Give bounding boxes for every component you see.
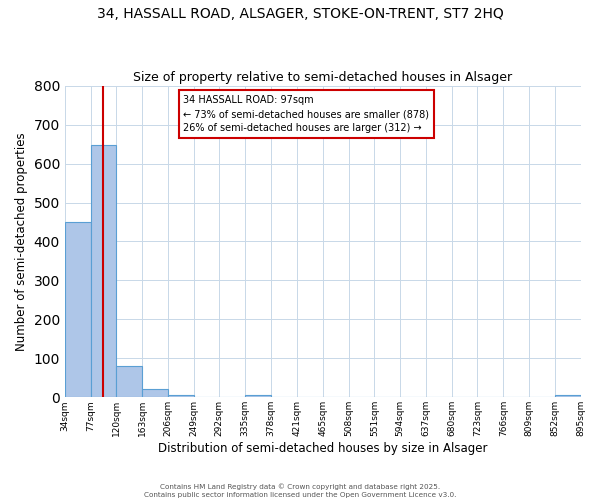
Bar xyxy=(116,366,142,398)
Bar xyxy=(168,396,194,398)
Text: 34 HASSALL ROAD: 97sqm
← 73% of semi-detached houses are smaller (878)
26% of se: 34 HASSALL ROAD: 97sqm ← 73% of semi-det… xyxy=(184,95,430,133)
Bar xyxy=(245,396,271,398)
Text: 34, HASSALL ROAD, ALSAGER, STOKE-ON-TRENT, ST7 2HQ: 34, HASSALL ROAD, ALSAGER, STOKE-ON-TREN… xyxy=(97,8,503,22)
Bar xyxy=(65,222,91,398)
Y-axis label: Number of semi-detached properties: Number of semi-detached properties xyxy=(15,132,28,351)
Title: Size of property relative to semi-detached houses in Alsager: Size of property relative to semi-detach… xyxy=(133,72,512,85)
Bar xyxy=(142,388,168,398)
Text: Contains HM Land Registry data © Crown copyright and database right 2025.
Contai: Contains HM Land Registry data © Crown c… xyxy=(144,484,456,498)
Bar xyxy=(91,145,116,398)
Bar xyxy=(555,396,581,398)
X-axis label: Distribution of semi-detached houses by size in Alsager: Distribution of semi-detached houses by … xyxy=(158,442,487,455)
